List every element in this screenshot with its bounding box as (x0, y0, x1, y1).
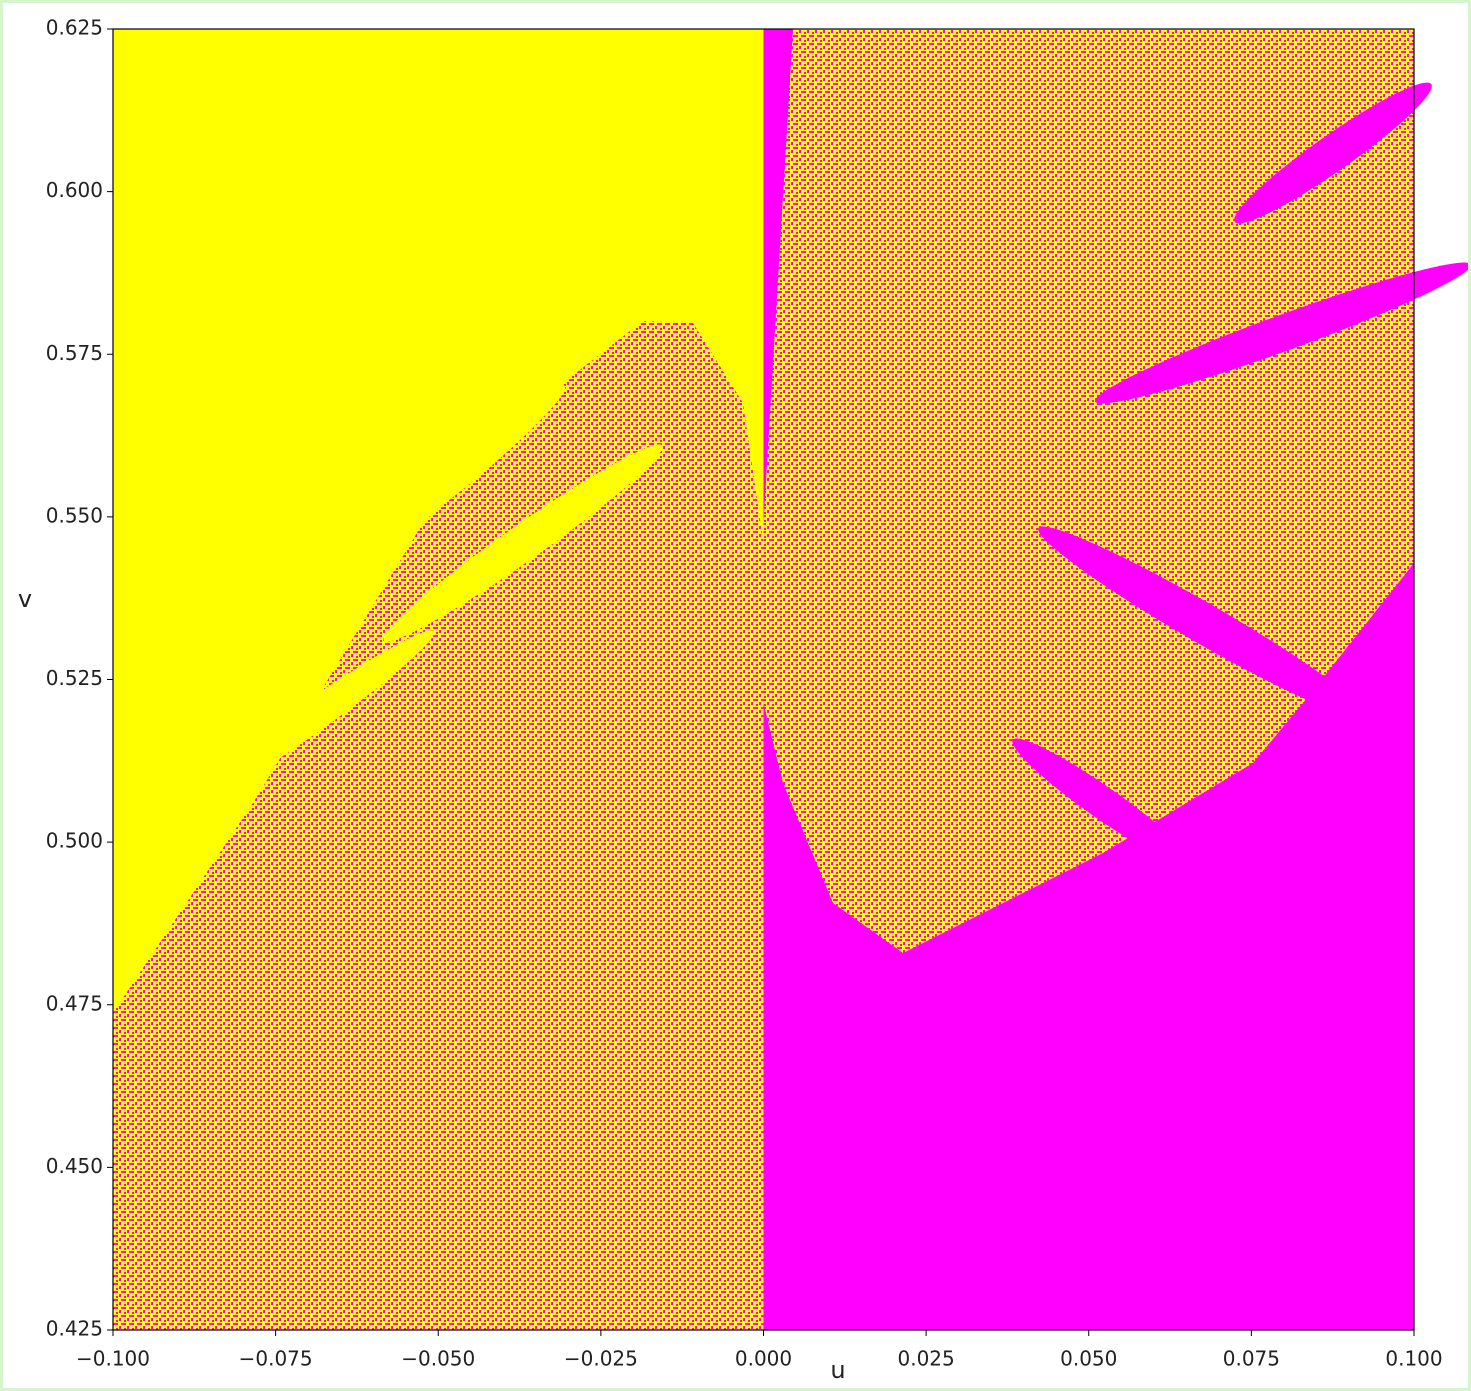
y-tick-label: 0.425 (46, 1317, 103, 1341)
x-tick-label: −0.100 (76, 1347, 150, 1371)
x-tick-label: −0.025 (564, 1347, 638, 1371)
x-tick-label: −0.075 (239, 1347, 313, 1371)
x-tick-label: 0.100 (1385, 1347, 1442, 1371)
x-tick-label: 0.075 (1223, 1347, 1280, 1371)
chart: −0.100 −0.075 −0.050 −0.025 0.000 0.025 0.050 0… (3, 3, 1468, 1388)
x-tick-label: −0.050 (401, 1347, 475, 1371)
y-tick-label: 0.475 (46, 991, 103, 1015)
page: −0.100 −0.075 −0.050 −0.025 0.000 0.025 0.050 0… (0, 0, 1471, 1391)
x-tick-label: 0.050 (1060, 1347, 1117, 1371)
y-tick-label: 0.550 (46, 503, 103, 527)
y-tick-label: 0.500 (46, 829, 103, 853)
x-tick-label: 0.025 (897, 1347, 954, 1371)
x-axis-label: u (830, 1356, 845, 1384)
y-tick-label: 0.575 (46, 341, 103, 365)
x-tick-label: 0.000 (735, 1347, 792, 1371)
y-tick-label: 0.450 (46, 1154, 103, 1178)
y-tick-label: 0.525 (46, 666, 103, 690)
y-tick-label: 0.600 (46, 178, 103, 202)
y-axis-label: v (18, 585, 32, 613)
y-tick-label: 0.625 (46, 16, 103, 40)
